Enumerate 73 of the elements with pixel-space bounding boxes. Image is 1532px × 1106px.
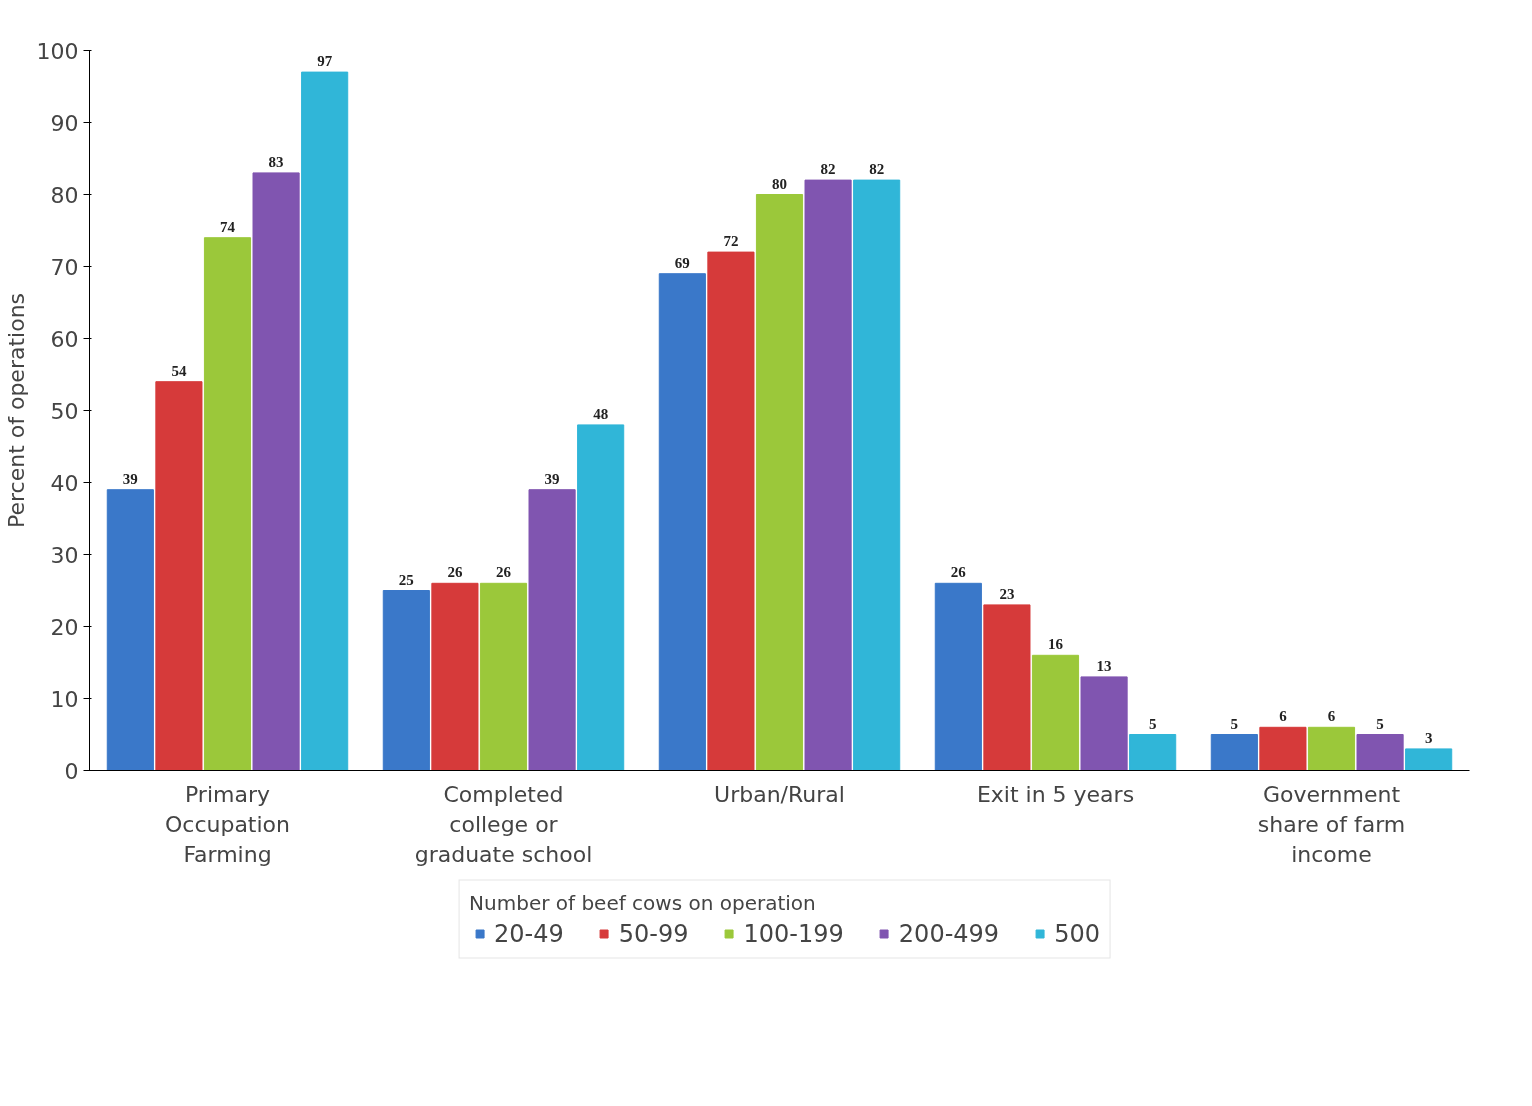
data-label: 69 (674, 254, 690, 271)
y-tick-label: 100 (36, 38, 79, 64)
bar (1356, 734, 1404, 771)
data-label: 54 (171, 362, 187, 379)
data-label: 6 (1327, 708, 1336, 725)
x-tick-label: Primary Occupation Farming (164, 781, 291, 867)
data-label: 23 (999, 585, 1015, 602)
x-tick-label: Completed college or graduate school (414, 781, 593, 867)
y-tick-label: 90 (50, 110, 79, 136)
data-label: 3 (1424, 729, 1433, 746)
bar (755, 194, 804, 771)
bar (382, 590, 430, 771)
data-label: 83 (268, 153, 284, 170)
legend-label: 20-49 (494, 919, 564, 948)
legend-label: 50-99 (618, 919, 689, 948)
y-tick-label: 50 (50, 398, 79, 424)
legend-title: Number of beef cows on operation (469, 890, 817, 915)
x-tick-label: Government share of farm income (1257, 781, 1406, 867)
bar (983, 604, 1031, 771)
data-label: 82 (820, 161, 836, 178)
y-tick-label: 20 (50, 614, 79, 640)
y-tick-label: 70 (50, 254, 79, 280)
bar (707, 251, 755, 771)
data-label: 5 (1376, 715, 1384, 732)
x-tick-label: Exit in 5 years (976, 781, 1135, 807)
data-label: 72 (723, 233, 739, 250)
bar (804, 179, 852, 771)
bar (301, 71, 349, 771)
bar (431, 582, 479, 771)
data-label: 13 (1096, 657, 1112, 674)
data-label: 5 (1230, 715, 1239, 732)
bar (577, 424, 625, 771)
data-label: 82 (869, 161, 885, 178)
bar (934, 582, 982, 771)
legend-label: 100-199 (743, 919, 844, 948)
bar (528, 489, 576, 771)
bar (1031, 654, 1080, 771)
data-label: 74 (220, 218, 236, 235)
y-tick-label: 80 (50, 182, 79, 208)
y-tick-label: 0 (64, 758, 79, 784)
y-tick-label: 40 (50, 470, 79, 496)
bar (1210, 734, 1258, 771)
bar (479, 582, 528, 771)
legend-label: 500 (1054, 919, 1100, 948)
data-label: 97 (317, 53, 333, 70)
y-tick-label: 30 (50, 542, 79, 568)
bar (155, 381, 203, 771)
data-label: 26 (447, 564, 463, 581)
x-tick-label: Urban/Rural (714, 781, 845, 807)
data-label: 16 (1048, 636, 1064, 653)
bar (1259, 726, 1307, 771)
bar (252, 172, 300, 771)
legend-label: 200-499 (898, 919, 1000, 948)
data-label: 80 (772, 175, 787, 192)
bar (203, 237, 252, 771)
data-label: 6 (1279, 708, 1288, 725)
data-label: 26 (950, 564, 967, 581)
data-label: 39 (544, 470, 560, 487)
bar (853, 179, 901, 771)
y-axis-title: Percent of operations (3, 292, 29, 529)
data-label: 39 (122, 470, 138, 487)
data-label: 5 (1148, 715, 1157, 732)
data-label: 25 (398, 571, 414, 588)
bar (1405, 748, 1453, 771)
y-tick-label: 10 (50, 686, 79, 712)
data-label: 48 (593, 405, 609, 422)
data-label: 26 (496, 564, 512, 581)
bar (1129, 734, 1177, 771)
bar (106, 489, 154, 771)
y-tick-label: 60 (50, 326, 79, 352)
bar (1307, 726, 1356, 771)
bar (1080, 676, 1128, 771)
bar (658, 273, 706, 771)
